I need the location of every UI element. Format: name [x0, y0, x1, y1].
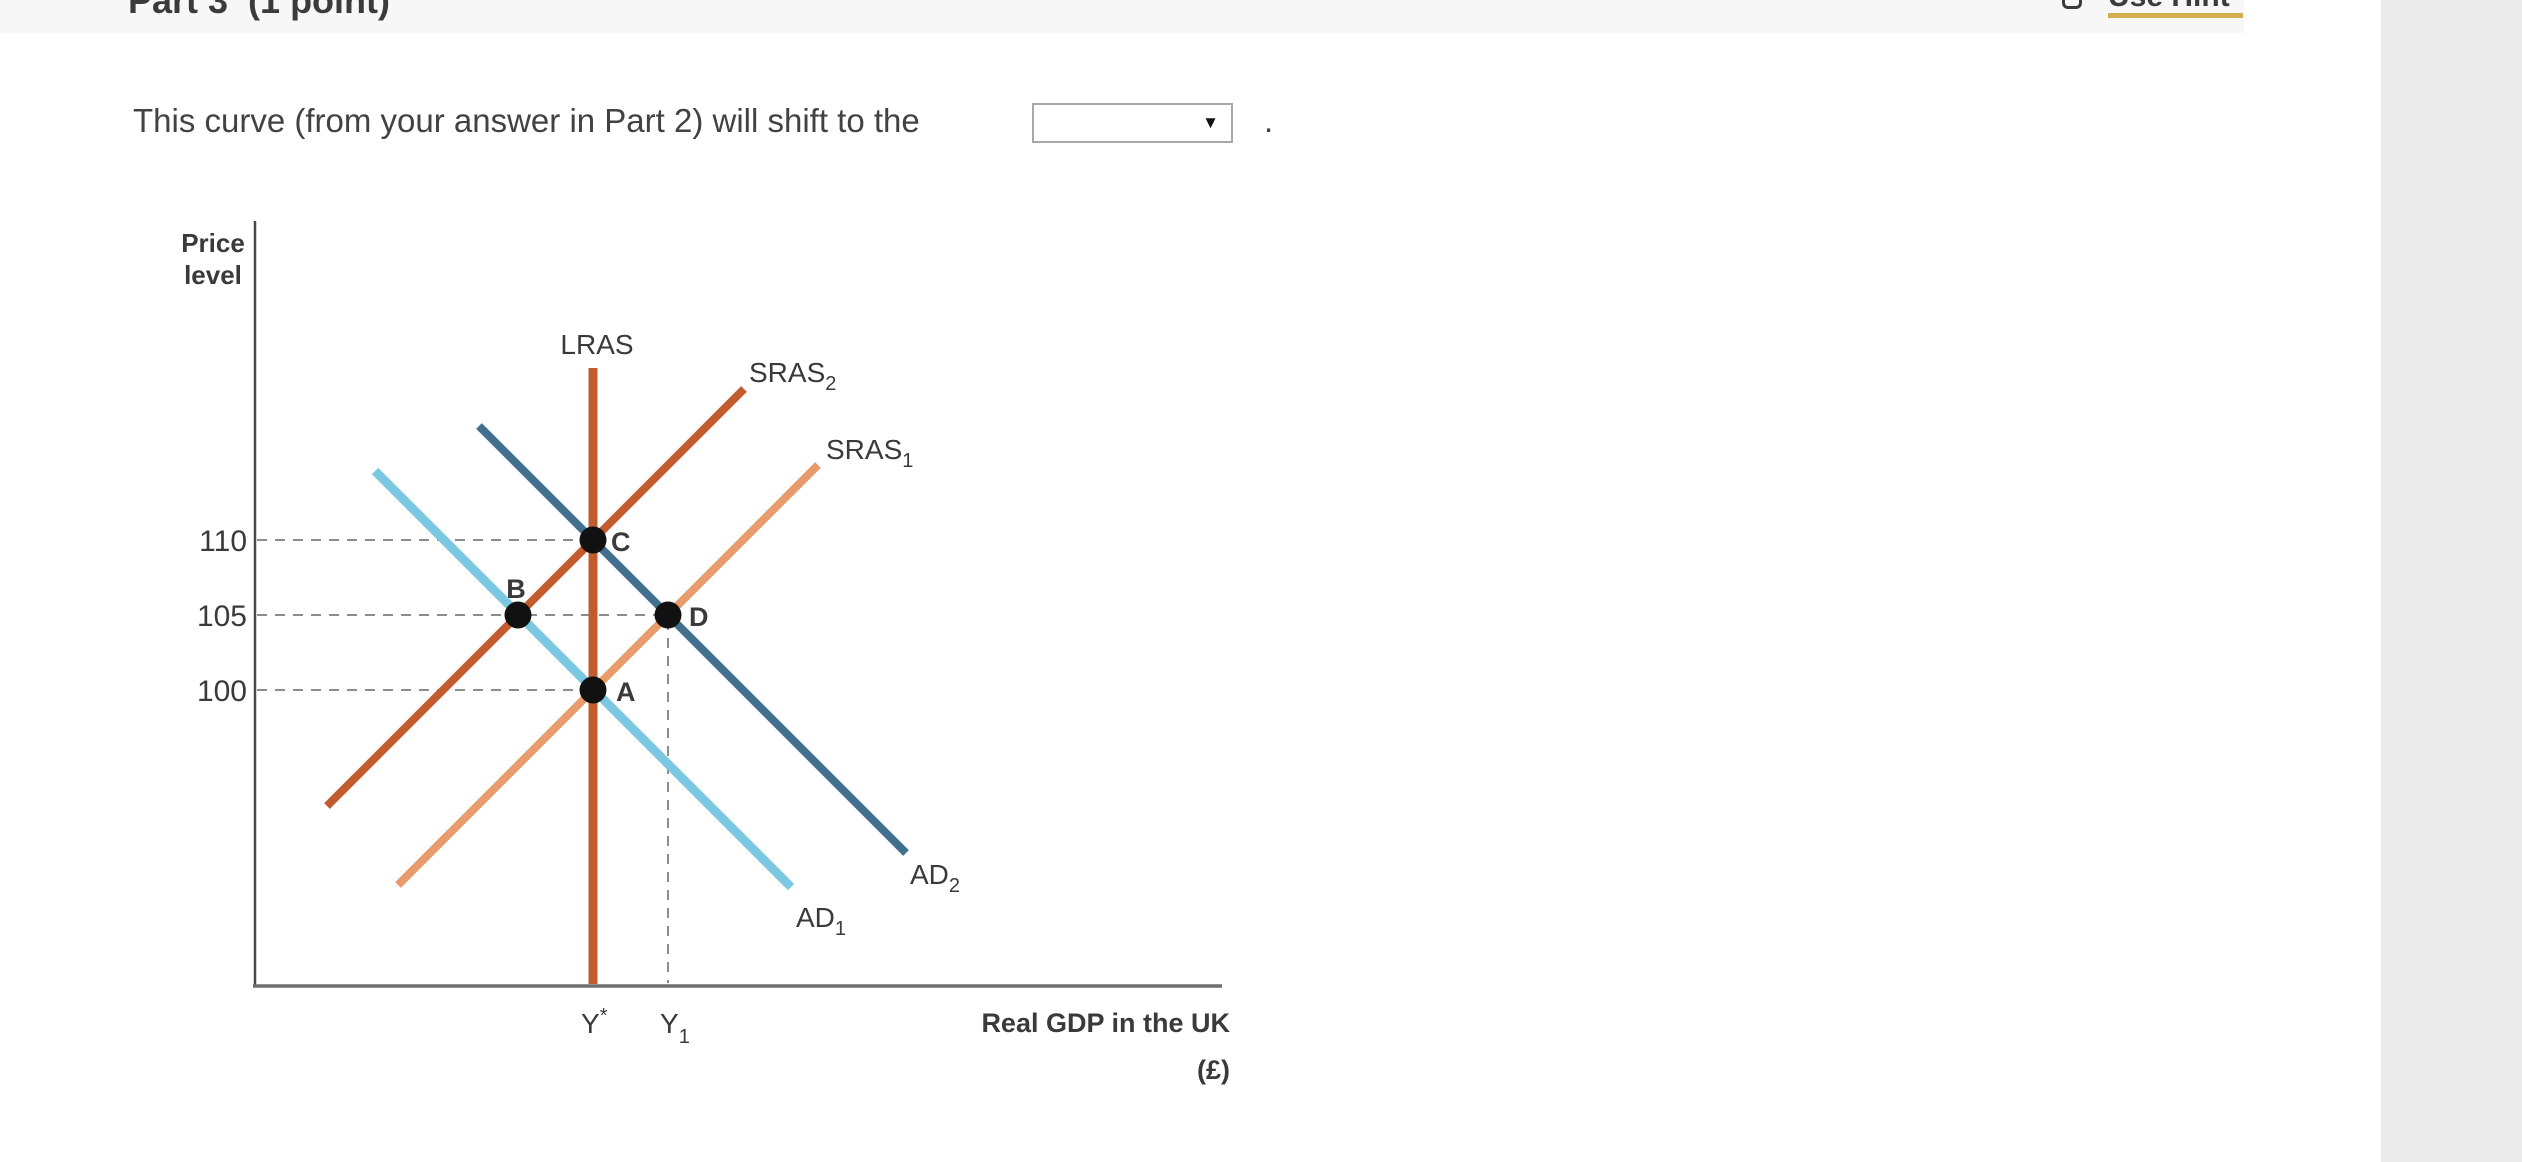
- y-axis-title-line1: Price: [181, 228, 245, 258]
- x-axis-title-line2: (£): [1197, 1055, 1230, 1085]
- ad2-label: AD2: [910, 859, 960, 897]
- ad1-line: [371, 467, 795, 891]
- sras1-line: [395, 462, 821, 888]
- point-c-label: C: [611, 527, 631, 557]
- lightbulb-icon: [2062, 0, 2082, 9]
- question-text: This curve (from your answer in Part 2) …: [133, 102, 920, 139]
- ad1-label: AD1: [796, 902, 846, 940]
- adas-chart: Price level 110 105 100 LRAS SRAS2 SRAS1…: [181, 221, 1230, 1085]
- x-axis-title-line1: Real GDP in the UK: [981, 1008, 1230, 1038]
- sras2-label: SRAS2: [749, 357, 836, 395]
- part-header: Part 3 (1 point) Use Hint: [0, 0, 2244, 33]
- use-hint-label: Use Hint: [2108, 0, 2230, 14]
- ytick-105: 105: [197, 600, 247, 633]
- part-title: Part 3 (1 point): [128, 0, 391, 21]
- ytick-100: 100: [197, 675, 247, 708]
- chevron-down-icon: ▼: [1202, 113, 1219, 133]
- point-b: [504, 601, 532, 629]
- y-axis-title-line2: level: [184, 260, 242, 290]
- point-c: [579, 526, 607, 554]
- point-d-label: D: [689, 602, 709, 632]
- point-a-label: A: [616, 677, 636, 707]
- sras1-label: SRAS1: [826, 434, 913, 472]
- point-a: [579, 676, 607, 704]
- page-background-strip: [2381, 0, 2522, 1162]
- dashed-guides: [257, 539, 669, 983]
- xtick-ystar: Y*: [581, 1005, 608, 1039]
- ad2-line: [476, 423, 909, 856]
- sentence-period: .: [1264, 102, 1274, 139]
- hint-underline: [2108, 13, 2243, 18]
- ytick-110: 110: [199, 525, 247, 558]
- use-hint-link[interactable]: Use Hint: [2056, 0, 2244, 33]
- answer-dropdown[interactable]: ▼: [1032, 103, 1233, 143]
- sras2-line: [324, 386, 747, 809]
- point-b-label: B: [506, 574, 526, 604]
- xtick-y1: Y1: [660, 1008, 690, 1048]
- lras-label: LRAS: [560, 329, 633, 360]
- point-d: [654, 601, 682, 629]
